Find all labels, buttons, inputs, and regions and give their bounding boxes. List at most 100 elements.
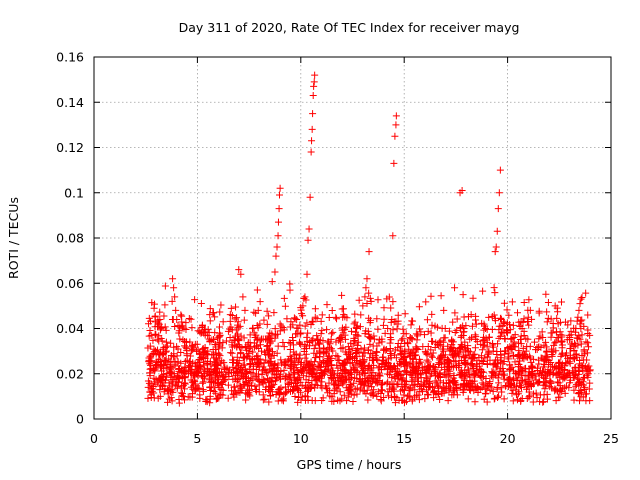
data-point (301, 384, 309, 392)
data-point (461, 354, 469, 362)
data-point (409, 355, 417, 363)
data-point (233, 343, 241, 351)
data-point (306, 338, 314, 346)
data-point (256, 355, 264, 363)
data-point (353, 367, 361, 375)
data-point (250, 308, 258, 316)
data-point (270, 380, 278, 388)
data-point (146, 360, 154, 368)
data-point (357, 360, 365, 368)
data-point (175, 365, 183, 373)
data-point (367, 350, 375, 358)
data-point (541, 381, 549, 389)
data-point (420, 381, 428, 389)
data-point (318, 311, 326, 319)
data-point (341, 331, 349, 339)
data-point (503, 326, 511, 334)
data-point (276, 320, 284, 328)
data-point (551, 385, 559, 393)
data-point (167, 394, 175, 402)
data-point (558, 298, 566, 306)
data-point (334, 356, 342, 364)
data-point (261, 395, 269, 403)
data-point (373, 355, 381, 363)
data-point (576, 397, 584, 405)
data-point (275, 205, 283, 213)
data-point (450, 357, 458, 365)
data-point (390, 159, 398, 167)
data-point (513, 396, 521, 404)
data-point (172, 378, 180, 386)
data-point (311, 305, 319, 313)
data-point (327, 361, 335, 369)
data-point (293, 324, 301, 332)
data-point (150, 374, 158, 382)
data-point (229, 390, 237, 398)
data-point (410, 393, 418, 401)
data-point (152, 350, 160, 358)
data-point (582, 289, 590, 297)
data-point (244, 390, 252, 398)
data-point (492, 363, 500, 371)
data-point (325, 343, 333, 351)
data-point (572, 350, 580, 358)
data-point (415, 303, 423, 311)
data-point (366, 319, 374, 327)
data-point (481, 354, 489, 362)
data-point (425, 363, 433, 371)
data-point (540, 398, 548, 406)
data-point (423, 386, 431, 394)
data-point (297, 306, 305, 314)
data-point (218, 379, 226, 387)
data-point (295, 386, 303, 394)
data-point (146, 369, 154, 377)
data-point (485, 313, 493, 321)
data-point (182, 319, 190, 327)
data-point (176, 335, 184, 343)
data-point (205, 335, 213, 343)
data-point (224, 327, 232, 335)
data-point (246, 377, 254, 385)
data-point (168, 297, 176, 305)
data-point (452, 352, 460, 360)
data-point (338, 324, 346, 332)
data-point (370, 356, 378, 364)
data-point (252, 385, 260, 393)
x-tick-label: 25 (603, 431, 619, 446)
data-point (377, 397, 385, 405)
data-point (504, 353, 512, 361)
data-point (378, 360, 386, 368)
y-tick-label: 0.1 (64, 185, 84, 200)
data-point (366, 354, 374, 362)
data-point (542, 290, 550, 298)
data-point (513, 383, 521, 391)
data-point (162, 338, 170, 346)
data-point (327, 373, 335, 381)
data-point (530, 355, 538, 363)
data-point (562, 352, 570, 360)
data-point (228, 338, 236, 346)
data-point (575, 332, 583, 340)
data-point (344, 356, 352, 364)
data-point (210, 309, 218, 317)
data-point (476, 359, 484, 367)
data-point (289, 337, 297, 345)
data-point (478, 346, 486, 354)
data-point (584, 339, 592, 347)
data-point (146, 388, 154, 396)
data-point (345, 375, 353, 383)
data-point (444, 367, 452, 375)
data-point (311, 384, 319, 392)
data-point (147, 381, 155, 389)
data-point (260, 316, 268, 324)
data-point (466, 335, 474, 343)
data-point (170, 284, 178, 292)
data-point (178, 318, 186, 326)
data-point (185, 315, 193, 323)
data-point (406, 334, 414, 342)
data-point (432, 339, 440, 347)
data-point (585, 343, 593, 351)
data-point (266, 382, 274, 390)
data-point (191, 296, 199, 304)
data-point (286, 280, 294, 288)
